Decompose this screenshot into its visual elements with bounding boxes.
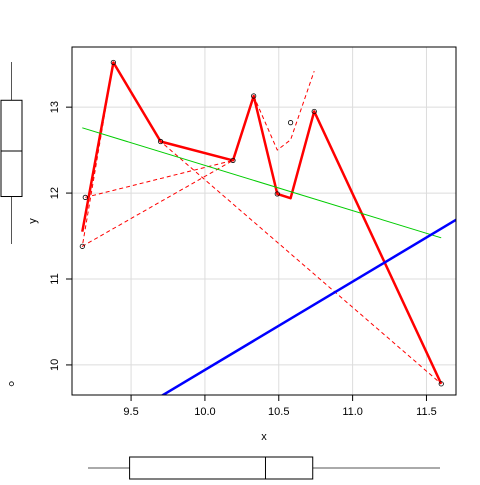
x-box [129,456,314,480]
x-tick-label: 11.5 [416,406,437,418]
y-axis-label: y [27,218,39,224]
y-axis: 10 11 12 13 [49,101,72,371]
series-line [253,70,315,151]
series-layer [81,61,456,395]
x-tick-label: 11.0 [342,406,363,418]
data-point [438,381,444,387]
data-points [79,59,444,387]
x-axis: 9.5 10.0 10.5 11.0 11.5 [123,395,437,418]
data-point [311,108,317,115]
x-tick-label: 10.0 [194,406,215,418]
data-point [158,138,164,145]
y-tick-label: 10 [49,359,61,371]
series-line [82,127,442,239]
data-point [79,243,85,249]
y-tick-label: 13 [49,101,61,113]
y-tick-label: 12 [49,187,61,199]
y-box-outlier [9,381,14,387]
grid-lines [72,47,456,395]
data-point [287,120,294,126]
data-point [110,59,116,66]
y-box [0,99,23,198]
y-tick-label: 11 [49,273,61,284]
data-point [251,93,257,99]
x-axis-label: x [261,431,267,443]
series-line [160,218,456,395]
plot-frame [71,46,457,396]
y-marginal-boxplot [0,62,23,387]
data-point [230,157,236,164]
x-tick-label: 10.5 [268,406,289,418]
x-marginal-boxplot [88,456,440,480]
data-point [82,194,88,200]
data-point [274,191,280,197]
x-tick-label: 9.5 [123,406,138,418]
